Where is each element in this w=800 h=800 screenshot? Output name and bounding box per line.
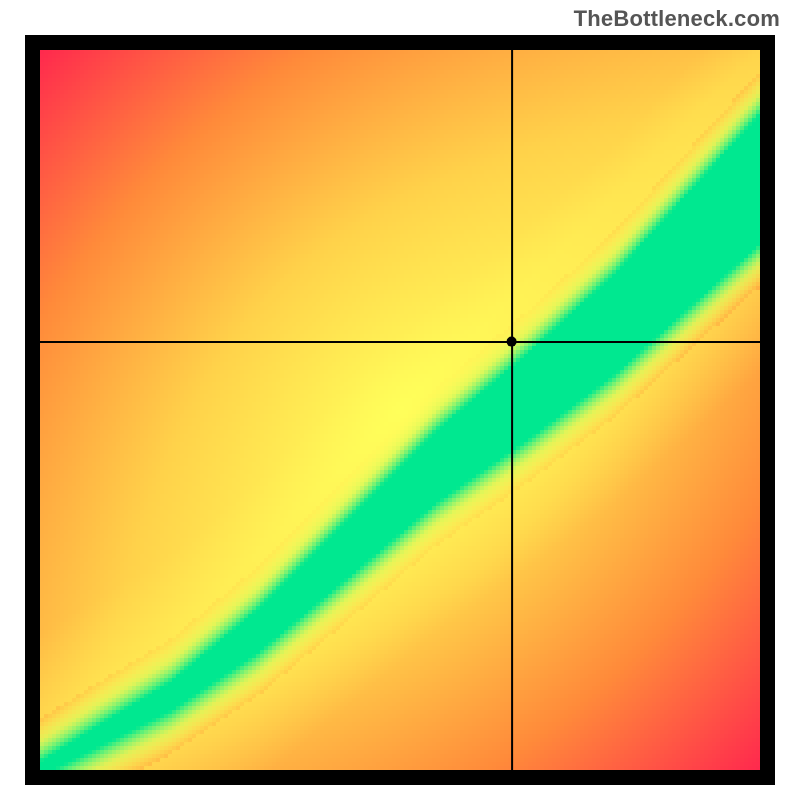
crosshair-overlay: [40, 50, 760, 770]
attribution-text: TheBottleneck.com: [574, 6, 780, 32]
chart-frame: [25, 35, 775, 785]
